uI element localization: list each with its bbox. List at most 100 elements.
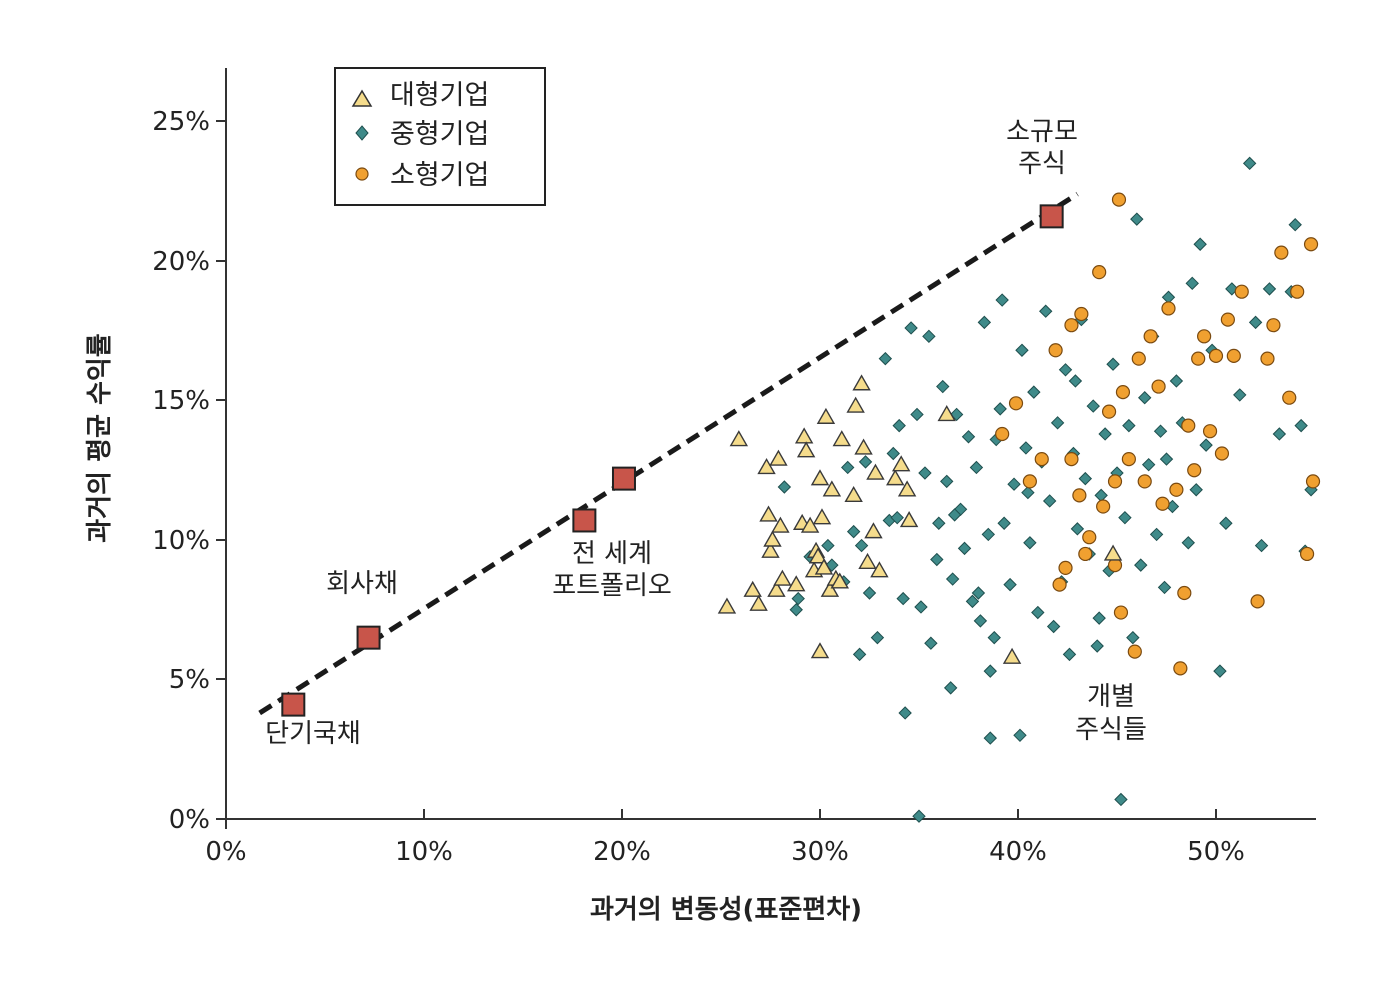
mid-company-point <box>973 614 988 628</box>
portfolio-square-marker <box>611 466 636 491</box>
mid-company-point <box>1046 619 1061 634</box>
legend-circle-marker <box>355 167 369 181</box>
small-company-point <box>1303 237 1319 252</box>
x-tick-label: 40% <box>989 837 1047 867</box>
annotation-tbills: 단기국채 <box>265 719 361 749</box>
large-company-point <box>759 505 778 522</box>
y-tick-label: 15% <box>152 386 210 416</box>
mid-company-point <box>1007 477 1021 491</box>
small-company-point <box>1008 396 1024 411</box>
mid-company-point <box>898 706 912 720</box>
small-company-point <box>1034 451 1049 467</box>
large-company-point <box>767 580 786 597</box>
mid-company-point <box>924 636 938 650</box>
mid-company-point <box>1169 374 1184 388</box>
legend-triangle-marker <box>351 89 373 107</box>
mid-company-point <box>789 603 803 617</box>
mid-company-point <box>777 480 792 494</box>
y-ticks: 0% 5% 10% 15% 20% 25% <box>152 107 226 835</box>
mid-company-point <box>854 538 869 553</box>
mid-company-point <box>1185 276 1199 291</box>
legend-label-mid: 중형기업 <box>390 119 489 150</box>
y-tick-label: 10% <box>152 526 210 556</box>
mid-company-point <box>1157 580 1172 595</box>
large-company-point <box>729 430 749 447</box>
mid-company-point <box>1126 630 1140 645</box>
mid-company-point <box>1003 577 1017 592</box>
small-company-point <box>1022 474 1037 489</box>
large-company-point <box>814 558 834 575</box>
annotation-small-stocks-line2: 주식 <box>1018 149 1066 179</box>
large-company-point <box>1002 647 1022 664</box>
mid-company-point <box>910 407 924 422</box>
small-company-point <box>1143 329 1158 344</box>
mid-company-point <box>961 430 976 444</box>
annotation-corporate-bonds: 회사채 <box>326 569 398 599</box>
mid-company-point <box>862 586 877 600</box>
large-company-point <box>854 438 873 455</box>
small-company-point <box>1187 463 1202 478</box>
mid-company-point <box>1027 385 1041 399</box>
mid-company-point <box>846 524 861 539</box>
legend-box <box>334 67 546 206</box>
large-company-point <box>808 547 828 564</box>
small-company-point <box>1052 577 1067 592</box>
mid-company-point <box>995 293 1009 307</box>
small-company-point <box>1064 451 1079 467</box>
small-company-point <box>1064 318 1079 333</box>
mid-company-point <box>1013 728 1027 743</box>
large-company-point <box>1103 544 1123 561</box>
mid-company-point <box>1068 374 1083 388</box>
small-company-point <box>1113 605 1129 620</box>
x-tick-label: 50% <box>1187 837 1245 867</box>
scatter-points <box>717 156 1321 823</box>
small-company-point <box>1161 301 1176 316</box>
mid-company-point <box>1019 441 1033 455</box>
mid-company-point <box>1130 212 1144 226</box>
mid-company-point <box>965 594 980 609</box>
x-tick-label: 20% <box>593 837 651 867</box>
mid-company-point <box>957 541 972 556</box>
legend: 대형기업 중형기업 소형기업 <box>334 67 546 206</box>
mid-company-point <box>1031 605 1045 620</box>
mid-company-point <box>896 591 910 606</box>
mid-company-point <box>977 315 992 330</box>
small-company-point <box>995 426 1010 442</box>
mid-company-point <box>1086 399 1100 413</box>
mid-company-point <box>1070 522 1085 536</box>
mid-company-point <box>912 809 926 823</box>
annotation-individual-stocks-line2: 주식들 <box>1075 715 1147 745</box>
mid-company-point <box>1248 315 1263 330</box>
large-company-point <box>743 580 762 597</box>
small-company-point <box>1250 594 1265 609</box>
mid-company-point <box>940 474 954 489</box>
mid-company-point <box>997 516 1011 530</box>
mid-company-point <box>1094 488 1108 503</box>
annotation-small-stocks-line1: 소규모 <box>1006 117 1078 147</box>
portfolio-square-marker <box>356 625 381 650</box>
mid-company-point <box>981 527 996 542</box>
large-company-point <box>763 530 782 547</box>
small-company-point <box>1127 644 1142 659</box>
mid-company-point <box>904 321 918 335</box>
mid-company-point <box>1153 424 1168 438</box>
small-company-point <box>1155 496 1170 511</box>
mid-company-point <box>1242 156 1257 171</box>
mid-company-point <box>1106 357 1120 371</box>
small-company-point <box>1078 546 1093 562</box>
large-company-point <box>800 516 820 533</box>
mid-company-point <box>914 600 928 614</box>
x-tick-label: 0% <box>205 837 246 867</box>
legend-diamond-marker <box>355 125 369 141</box>
portfolio-square-marker <box>281 692 306 717</box>
small-company-point <box>1191 351 1206 366</box>
mid-company-point <box>947 508 962 522</box>
large-company-point <box>717 597 737 614</box>
mid-company-point <box>1193 237 1207 251</box>
x-tick-label: 10% <box>395 837 453 867</box>
large-company-point <box>769 449 788 466</box>
large-company-point <box>749 594 768 611</box>
highlight-points <box>281 204 1064 717</box>
large-company-point <box>870 561 889 578</box>
trend-line <box>258 191 1079 716</box>
